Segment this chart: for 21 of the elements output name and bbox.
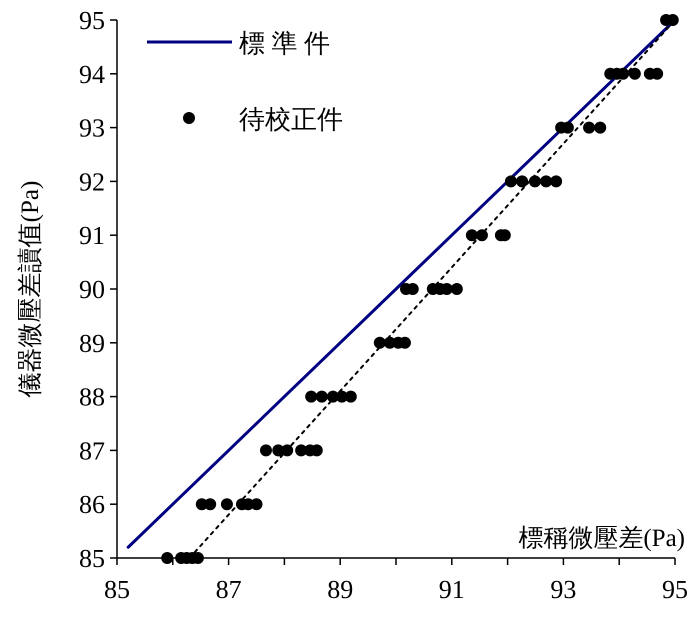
y-tick-label: 95 — [79, 6, 105, 35]
x-tick-label: 85 — [104, 575, 130, 604]
y-tick-label: 87 — [79, 436, 105, 466]
y-tick-label: 90 — [79, 275, 105, 304]
y-tick-label: 94 — [79, 60, 105, 89]
y-tick-label: 88 — [79, 382, 105, 412]
x-tick-label: 93 — [550, 575, 576, 604]
y-tick-label: 93 — [79, 114, 105, 143]
y-tick-label: 91 — [79, 221, 105, 250]
x-tick-label: 91 — [438, 575, 465, 604]
y-axis-title: 儀器微壓差讀值(Pa) — [17, 180, 44, 398]
x-tick-label: 95 — [662, 575, 688, 604]
legend-label: 標 準 件 — [239, 29, 330, 58]
legend-label: 待校正件 — [239, 105, 343, 134]
x-tick-label: 89 — [327, 575, 354, 604]
y-tick-label: 85 — [79, 544, 105, 573]
x-axis-title: 標稱微壓差(Pa) — [518, 525, 685, 552]
y-tick-label: 86 — [79, 490, 105, 520]
y-tick-label: 89 — [79, 328, 105, 358]
x-tick-label: 87 — [216, 575, 242, 604]
y-tick-label: 92 — [79, 167, 105, 196]
